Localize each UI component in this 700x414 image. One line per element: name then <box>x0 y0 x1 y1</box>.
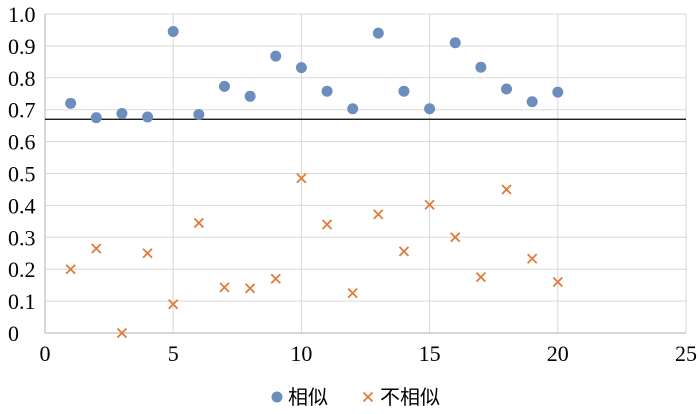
x-marker-stroke <box>398 246 410 257</box>
x-marker-stroke <box>362 391 374 403</box>
y-tick-label: 0.2 <box>8 257 36 282</box>
gridlines <box>45 13 687 333</box>
y-tick-label: 0.3 <box>8 225 36 250</box>
dissimilar-point <box>65 264 76 275</box>
dissimilar-point <box>373 209 384 220</box>
x-marker-stroke <box>373 209 384 220</box>
x-marker-stroke <box>501 184 512 195</box>
dissimilar-point <box>450 232 461 243</box>
legend-similar-marker <box>271 391 283 403</box>
similar-point <box>218 80 230 92</box>
x-marker-stroke <box>347 287 358 299</box>
x-marker-stroke <box>116 327 128 339</box>
x-marker-stroke <box>527 253 538 264</box>
dissimilar-point <box>270 273 281 284</box>
y-tick-label: 0.5 <box>8 162 36 187</box>
similar-point <box>295 62 307 74</box>
y-tick-label: 0 <box>8 321 19 346</box>
x-marker-stroke <box>193 217 204 229</box>
x-marker-stroke <box>475 272 487 283</box>
dissimilar-point <box>398 246 410 257</box>
x-tick-label: 10 <box>290 341 312 366</box>
x-marker-stroke <box>270 273 281 284</box>
dissimilar-point <box>347 287 358 299</box>
x-tick-label: 5 <box>168 341 179 366</box>
x-marker-stroke <box>219 282 230 293</box>
similar-point <box>347 103 359 115</box>
legend-dissimilar-label: 不相似 <box>380 385 440 409</box>
similar-point <box>372 27 384 39</box>
similar-point <box>501 83 513 95</box>
dissimilar-point <box>219 282 230 293</box>
similar-point <box>552 86 564 98</box>
similar-point <box>321 85 333 97</box>
dissimilar-point <box>193 217 204 229</box>
similar-point <box>167 26 179 38</box>
x-marker-stroke <box>424 199 435 210</box>
x-tick-label: 20 <box>547 341 569 366</box>
similar-point <box>65 97 77 109</box>
y-tick-label: 0.7 <box>8 98 36 123</box>
y-tick-label: 0.9 <box>8 34 36 59</box>
x-marker-stroke <box>296 173 307 184</box>
dissimilar-point <box>321 219 333 230</box>
legend-similar-label: 相似 <box>288 385 328 409</box>
x-marker-stroke <box>168 299 179 310</box>
dissimilar-point <box>527 253 538 264</box>
similar-point <box>116 108 128 120</box>
x-tick-label: 25 <box>675 341 697 366</box>
similar-point <box>270 50 282 62</box>
x-tick-label: 15 <box>419 341 441 366</box>
legend: 相似 不相似 <box>271 385 440 409</box>
x-marker-stroke <box>450 232 461 243</box>
x-marker-stroke <box>321 219 333 230</box>
dissimilar-point <box>475 272 487 283</box>
dissimilar-point <box>296 173 307 184</box>
y-tick-label: 0.6 <box>8 130 36 155</box>
similar-point <box>142 111 154 123</box>
similar-point <box>193 108 205 120</box>
y-tick-label: 0.1 <box>8 289 36 314</box>
dissimilar-point <box>91 243 102 254</box>
x-marker-stroke <box>142 248 153 259</box>
dissimilar-point <box>424 199 435 210</box>
similar-point <box>244 90 256 102</box>
dissimilar-point <box>552 276 563 288</box>
x-marker-stroke <box>244 283 256 294</box>
x-marker-stroke <box>91 243 102 254</box>
dissimilar-point <box>168 299 179 310</box>
similar-point <box>90 112 102 124</box>
y-tick-label: 1.0 <box>8 2 36 27</box>
similar-point <box>449 37 461 49</box>
similar-point <box>475 61 487 73</box>
similar-point <box>526 96 538 108</box>
y-tick-label: 0.8 <box>8 66 36 91</box>
data-points <box>65 26 564 339</box>
x-tick-label: 0 <box>40 341 51 366</box>
dissimilar-point <box>244 283 256 294</box>
similar-point <box>398 85 410 97</box>
similar-point <box>424 103 436 115</box>
y-tick-label: 0.4 <box>8 193 36 218</box>
dissimilar-point <box>116 327 128 339</box>
legend-dissimilar-marker <box>362 391 374 403</box>
dissimilar-point <box>142 248 153 259</box>
x-marker-stroke <box>552 276 563 288</box>
axes: 0 0.1 0.2 0.3 0.4 0.5 0.6 0.7 0.8 0.9 1.0 0 5 10 15 20 2… <box>8 2 697 366</box>
dissimilar-point <box>501 184 512 195</box>
x-marker-stroke <box>65 264 76 275</box>
